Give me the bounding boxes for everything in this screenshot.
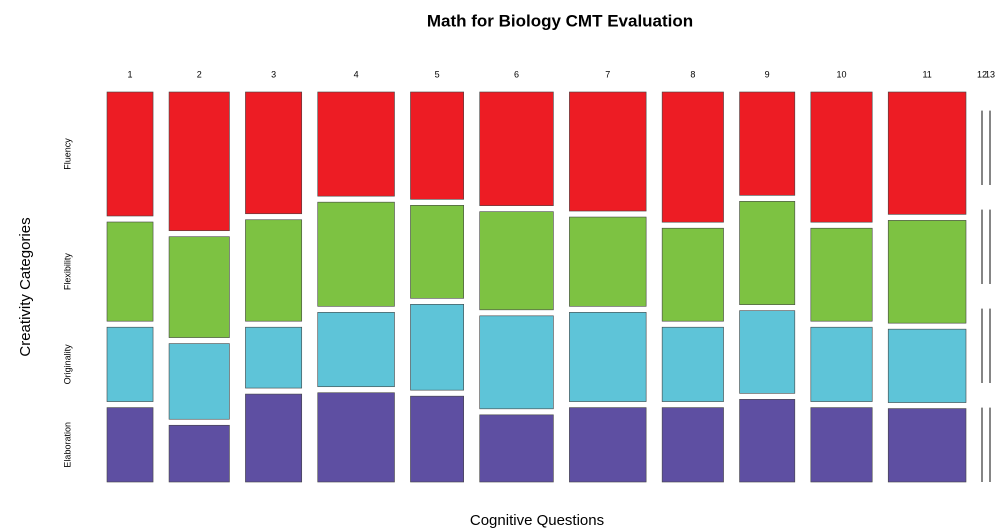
- mosaic-cell: [887, 220, 967, 324]
- mosaic-cell: [810, 326, 873, 402]
- mosaic-cell: [317, 392, 395, 483]
- column-label: 5: [435, 69, 440, 79]
- column-label: 10: [837, 69, 847, 79]
- row-label: Originality: [62, 344, 72, 385]
- mosaic-cell: [410, 91, 464, 200]
- mosaic-cell: [569, 216, 647, 307]
- column-label: 1: [128, 69, 133, 79]
- column-label: 4: [354, 69, 359, 79]
- mosaic-cell: [106, 91, 154, 217]
- mosaic-cell: [410, 205, 464, 299]
- column-label: 9: [765, 69, 770, 79]
- mosaic-cell: [168, 91, 230, 232]
- y-axis-label: Creativity Categories: [17, 217, 34, 356]
- mosaic-cell: [569, 312, 647, 402]
- column-label: 12: [977, 69, 987, 79]
- mosaic-cell: [661, 407, 724, 483]
- mosaic-cell: [245, 393, 303, 483]
- mosaic-cell: [479, 211, 554, 311]
- mosaic-cell: [317, 201, 395, 307]
- mosaic-cell: [410, 395, 464, 483]
- mosaic-cell: [106, 326, 154, 402]
- mosaic-cell: [887, 328, 967, 403]
- mosaic-cell: [569, 91, 647, 212]
- mosaic-cell: [479, 315, 554, 410]
- mosaic-cell: [479, 91, 554, 206]
- mosaic-cell: [106, 221, 154, 322]
- mosaic-cell: [810, 91, 873, 223]
- column-label: 3: [271, 69, 276, 79]
- mosaic-cell: [410, 304, 464, 391]
- mosaic-cell: [887, 91, 967, 215]
- mosaic-cell: [106, 407, 154, 483]
- column-label: 13: [985, 69, 995, 79]
- mosaic-cell: [739, 91, 796, 196]
- x-axis-label: Cognitive Questions: [470, 512, 604, 529]
- mosaic-cell: [317, 312, 395, 388]
- column-label: 6: [514, 69, 519, 79]
- mosaic-cell: [245, 219, 303, 322]
- chart-title: Math for Biology CMT Evaluation: [427, 11, 693, 30]
- column-label: 7: [605, 69, 610, 79]
- mosaic-cell: [661, 91, 724, 223]
- row-label: Fluency: [62, 138, 72, 170]
- column-label: 11: [922, 69, 931, 79]
- mosaic-cell: [887, 408, 967, 483]
- column-label: 8: [690, 69, 695, 79]
- mosaic-cell: [810, 407, 873, 483]
- mosaic-cell: [479, 414, 554, 483]
- column-label: 2: [197, 69, 202, 79]
- mosaic-cell: [245, 326, 303, 389]
- mosaic-cell: [245, 91, 303, 215]
- mosaic-cell: [661, 227, 724, 322]
- mosaic-cell: [168, 424, 230, 483]
- mosaic-cell: [661, 326, 724, 402]
- mosaic-cell: [317, 91, 395, 197]
- mosaic-cell: [739, 201, 796, 305]
- mosaic-cell: [569, 407, 647, 483]
- mosaic-cell: [168, 236, 230, 338]
- mosaic-cell: [168, 343, 230, 420]
- mosaic-cell: [739, 399, 796, 483]
- row-label: Flexibility: [62, 253, 72, 291]
- row-label: Elaboration: [62, 422, 72, 468]
- mosaic-cell: [810, 227, 873, 322]
- mosaic-cell: [739, 310, 796, 394]
